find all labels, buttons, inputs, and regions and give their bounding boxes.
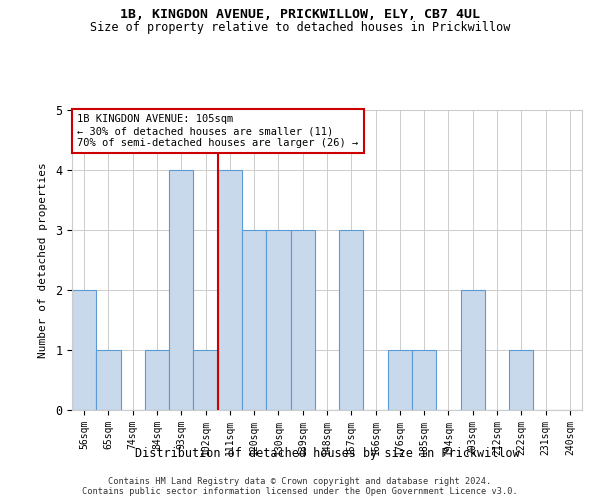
Bar <box>412 350 436 410</box>
Text: 1B, KINGDON AVENUE, PRICKWILLOW, ELY, CB7 4UL: 1B, KINGDON AVENUE, PRICKWILLOW, ELY, CB… <box>120 8 480 20</box>
Bar <box>509 350 533 410</box>
Text: Contains HM Land Registry data © Crown copyright and database right 2024.: Contains HM Land Registry data © Crown c… <box>109 478 491 486</box>
Text: Distribution of detached houses by size in Prickwillow: Distribution of detached houses by size … <box>134 448 520 460</box>
Bar <box>388 350 412 410</box>
Bar <box>145 350 169 410</box>
Bar <box>169 170 193 410</box>
Text: Contains public sector information licensed under the Open Government Licence v3: Contains public sector information licen… <box>82 488 518 496</box>
Y-axis label: Number of detached properties: Number of detached properties <box>38 162 48 358</box>
Bar <box>290 230 315 410</box>
Bar <box>339 230 364 410</box>
Text: 1B KINGDON AVENUE: 105sqm
← 30% of detached houses are smaller (11)
70% of semi-: 1B KINGDON AVENUE: 105sqm ← 30% of detac… <box>77 114 358 148</box>
Bar <box>193 350 218 410</box>
Bar <box>266 230 290 410</box>
Bar <box>218 170 242 410</box>
Bar <box>96 350 121 410</box>
Text: Size of property relative to detached houses in Prickwillow: Size of property relative to detached ho… <box>90 21 510 34</box>
Bar <box>242 230 266 410</box>
Bar <box>461 290 485 410</box>
Bar <box>72 290 96 410</box>
